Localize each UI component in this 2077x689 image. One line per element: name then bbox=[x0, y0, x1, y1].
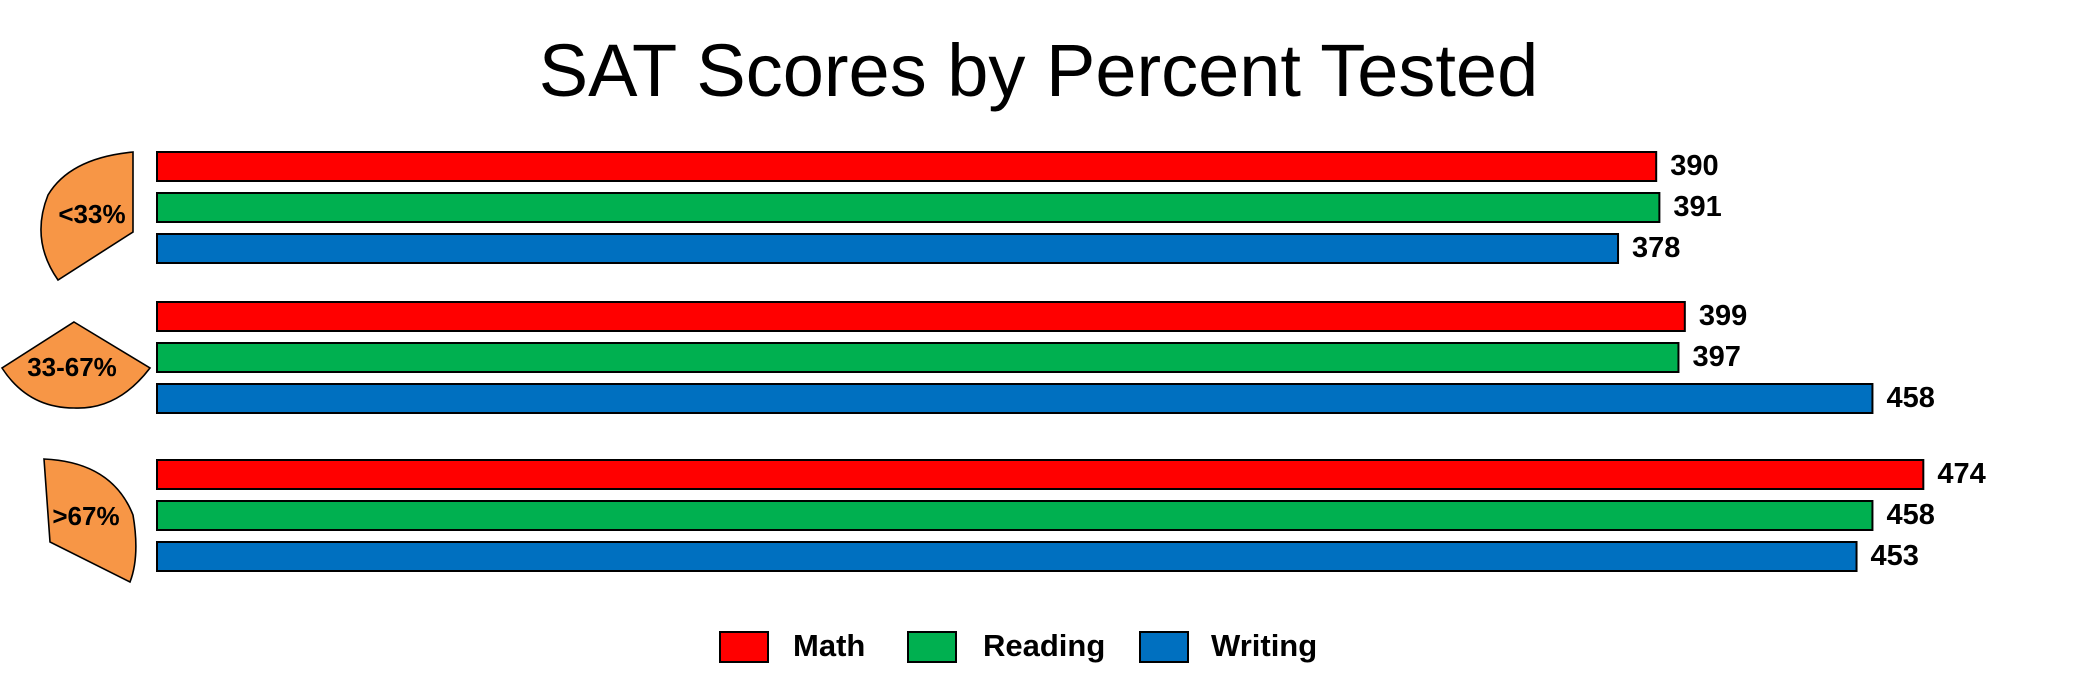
data-label-writing-33-67: 458 bbox=[1886, 382, 1934, 414]
legend-swatch-math bbox=[719, 631, 769, 663]
legend-swatch-reading bbox=[907, 631, 957, 663]
category-label-33: <33% bbox=[58, 199, 125, 229]
data-label-reading-67: 458 bbox=[1886, 499, 1934, 531]
bar-math-67 bbox=[156, 459, 1925, 490]
legend: Math Reading Writing bbox=[719, 628, 1317, 663]
chart-title: SAT Scores by Percent Tested bbox=[538, 29, 1539, 112]
bar-reading-33-67 bbox=[156, 342, 1680, 373]
bar-reading-67 bbox=[156, 500, 1874, 531]
bar-reading-33 bbox=[156, 192, 1661, 223]
bar-writing-33-67 bbox=[156, 383, 1874, 414]
bar-math-33 bbox=[156, 151, 1658, 182]
legend-item-reading: Reading bbox=[907, 628, 1105, 663]
legend-item-math: Math bbox=[719, 628, 865, 663]
category-group-33: <33% 390 391 378 bbox=[40, 150, 1722, 282]
data-label-reading-33-67: 397 bbox=[1692, 341, 1740, 373]
data-label-math-67: 474 bbox=[1937, 458, 1985, 490]
data-label-writing-67: 453 bbox=[1871, 540, 1919, 572]
bar-writing-67 bbox=[156, 541, 1858, 572]
data-label-math-33-67: 399 bbox=[1699, 300, 1747, 332]
category-marker-33-67-wedge bbox=[0, 321, 152, 409]
data-label-writing-33: 378 bbox=[1632, 232, 1680, 264]
category-label-33-67: 33-67% bbox=[27, 352, 117, 382]
bar-writing-33 bbox=[156, 233, 1620, 264]
legend-label-reading: Reading bbox=[983, 628, 1105, 663]
legend-swatch-writing bbox=[1139, 631, 1189, 663]
legend-item-writing: Writing bbox=[1139, 628, 1317, 663]
category-group-33-67: 33-67% 399 397 458 bbox=[0, 300, 1935, 414]
category-marker-33-wedge bbox=[40, 151, 134, 282]
data-label-reading-33: 391 bbox=[1673, 191, 1721, 223]
category-label-67: >67% bbox=[52, 501, 119, 531]
data-label-math-33: 390 bbox=[1670, 150, 1718, 182]
legend-label-writing: Writing bbox=[1211, 628, 1317, 663]
legend-label-math: Math bbox=[793, 628, 865, 663]
bar-math-33-67 bbox=[156, 301, 1686, 332]
category-marker-67-wedge bbox=[43, 458, 137, 584]
